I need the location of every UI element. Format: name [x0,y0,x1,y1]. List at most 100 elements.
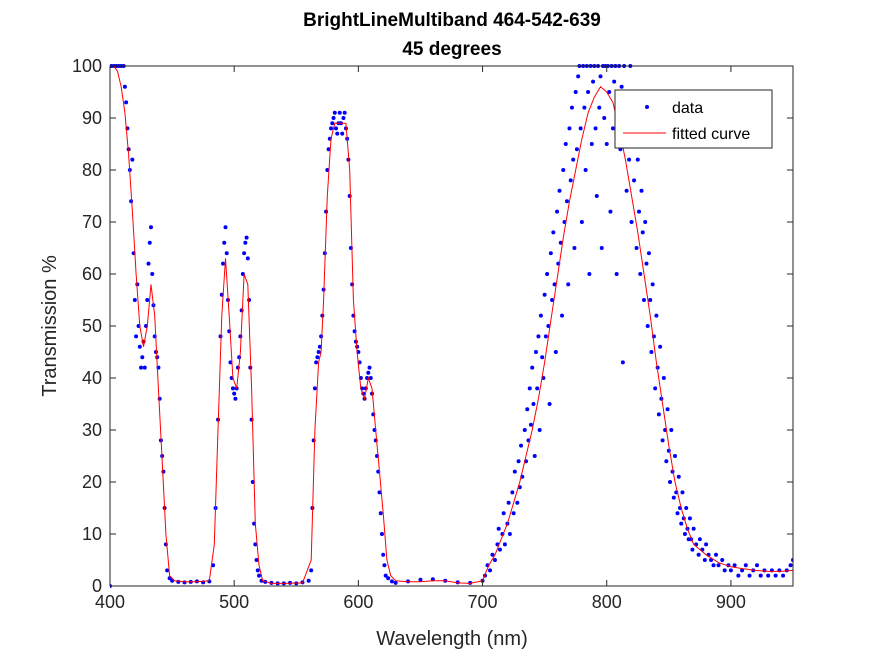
data-point-125 [347,194,352,198]
fitted-curve-line [110,65,793,584]
data-point-295 [656,412,661,417]
data-point-292 [653,386,658,391]
data-point-207 [547,402,552,406]
data-point-114 [334,126,339,131]
data-point-230 [576,74,581,79]
data-point-142 [368,376,373,380]
data-point-226 [571,157,576,162]
legend-box [614,89,773,149]
y-tick-label-30: 30 [82,420,102,440]
data-point-196 [533,350,538,354]
data-point-163 [468,580,473,585]
data-point-121 [342,110,347,115]
data-point-181 [512,469,517,474]
y-tick-label-10: 10 [82,524,102,544]
data-point-314 [680,490,685,495]
data-point-155 [386,576,391,581]
data-point-168 [490,552,495,557]
data-point-98 [314,360,319,365]
data-point-287 [646,251,651,256]
data-point-183 [516,459,521,464]
data-point-290 [650,282,655,287]
data-point-100 [316,350,321,354]
data-point-115 [335,131,340,136]
data-point-323 [691,526,696,531]
data-point-225 [569,105,574,110]
data-point-194 [531,402,536,406]
data-point-293 [654,313,659,318]
data-point-73 [243,240,248,245]
data-point-203 [542,292,547,297]
data-point-247 [597,105,602,110]
data-point-141 [367,365,372,370]
data-point-316 [682,532,687,536]
data-point-333 [714,552,719,557]
data-point-238 [586,90,591,94]
data-point-341 [740,568,745,573]
data-point-308 [673,454,678,458]
x-tick-label-500: 500 [219,592,249,612]
data-point-346 [758,573,763,578]
data-point-8 [124,100,129,105]
data-point-29 [150,272,155,276]
data-point-56 [222,240,227,245]
chart-title-line-1: BrightLineMultiband 464-542-639 [303,10,601,31]
data-point-347 [762,568,767,573]
data-point-244 [593,126,598,131]
data-point-27 [147,240,152,245]
data-point-233 [579,220,584,224]
y-tick-label-0: 0 [92,576,102,596]
chart-title-line-2: 45 degrees [402,39,501,60]
data-point-235 [582,105,587,110]
data-point-325 [696,552,701,557]
data-point-218 [561,168,566,172]
data-point-322 [690,547,695,552]
data-point-171 [496,526,501,531]
data-point-152 [381,552,386,557]
data-point-334 [716,563,721,568]
data-point-187 [522,428,527,432]
data-point-298 [660,438,665,443]
data-point-157 [393,580,398,585]
data-point-209 [550,298,555,302]
data-point-193 [530,365,535,370]
data-point-336 [722,568,727,573]
data-point-253 [604,142,609,146]
data-point-339 [732,563,737,568]
data-point-220 [563,142,568,146]
data-point-299 [661,376,666,380]
data-point-261 [614,272,619,276]
data-point-167 [487,568,492,573]
data-point-198 [536,334,541,339]
data-point-107 [325,168,330,172]
data-point-180 [511,511,516,516]
data-point-342 [743,563,748,568]
data-point-25 [145,298,150,302]
data-point-305 [669,428,674,432]
data-point-15 [132,298,137,302]
x-tick-label-600: 600 [343,592,373,612]
data-point-83 [255,568,260,573]
data-point-160 [430,577,435,582]
data-point-271 [627,157,632,162]
data-point-127 [350,282,355,287]
x-tick-label-700: 700 [468,592,498,612]
data-point-182 [515,500,520,505]
data-point-65 [233,396,238,401]
data-point-338 [728,568,733,573]
data-point-348 [766,573,771,578]
data-point-175 [502,542,507,547]
data-point-102 [319,334,324,339]
data-point-313 [679,521,684,526]
data-point-195 [532,454,537,458]
data-point-241 [589,142,594,146]
y-axis-label: Transmission % [39,255,61,397]
x-tick-label-400: 400 [95,592,125,612]
data-point-255 [607,90,612,94]
data-point-211 [552,282,557,287]
data-point-55 [221,261,226,266]
data-point-311 [676,474,681,479]
data-point-304 [668,480,673,484]
data-point-112 [331,116,336,120]
data-point-282 [640,230,645,235]
